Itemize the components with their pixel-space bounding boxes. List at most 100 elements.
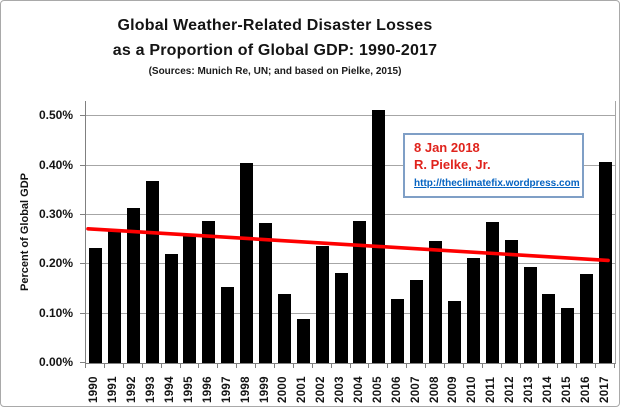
bar-2001 — [296, 319, 310, 363]
y-tick-label-0.40%: 0.40% — [38, 157, 73, 172]
bar-2008 — [429, 240, 442, 363]
bar-1996 — [202, 221, 216, 363]
gridline-0.10% — [86, 312, 615, 314]
y-tick-label-0.20%: 0.20% — [38, 256, 73, 271]
x-tick-label-2006: 2006 — [390, 376, 403, 403]
annotation-link[interactable]: http://theclimatefix.wordpress.com — [414, 178, 580, 189]
chart-title-line2: as a Proportion of Global GDP: 1990-2017 — [112, 42, 438, 59]
bar-2013 — [523, 266, 537, 363]
bar-1997 — [221, 287, 235, 363]
x-tick-mark — [311, 364, 313, 368]
x-tick-mark — [425, 364, 427, 368]
x-tick-mark — [273, 364, 275, 368]
y-tick-mark — [80, 164, 85, 166]
x-tick-label-2003: 2003 — [334, 376, 347, 403]
y-tick-label-0.10%: 0.10% — [38, 305, 73, 320]
bar-2004 — [353, 221, 367, 363]
x-tick-label-2010: 2010 — [466, 376, 479, 403]
bar-2014 — [542, 293, 556, 363]
x-tick-label-2015: 2015 — [560, 376, 573, 403]
bar-2016 — [580, 273, 594, 363]
x-tick-mark — [103, 364, 105, 368]
x-tick-label-1991: 1991 — [107, 376, 120, 403]
bar-1998 — [240, 162, 254, 363]
gridline-0.50% — [86, 115, 615, 117]
x-tick-mark — [236, 364, 238, 368]
x-tick-mark — [160, 364, 162, 368]
gridline-0.20% — [86, 263, 615, 265]
bar-2012 — [504, 239, 518, 363]
x-tick-mark — [255, 364, 256, 368]
x-tick-label-1997: 1997 — [220, 376, 233, 403]
y-tick-mark — [80, 263, 85, 265]
y-tick-label-0.30%: 0.30% — [38, 206, 73, 221]
x-tick-mark — [179, 364, 181, 368]
x-tick-mark — [85, 364, 86, 368]
bar-2009 — [447, 301, 461, 363]
x-tick-label-1992: 1992 — [126, 376, 139, 403]
x-tick-label-1996: 1996 — [201, 376, 214, 403]
x-tick-mark — [519, 364, 521, 368]
trend-line — [86, 227, 610, 263]
x-tick-mark — [595, 364, 597, 368]
annotation-date: 8 Jan 2018 — [414, 140, 480, 155]
bar-2002 — [315, 246, 329, 363]
x-tick-mark — [368, 364, 370, 368]
bar-2006 — [391, 299, 405, 363]
bar-2000 — [277, 293, 291, 363]
x-tick-label-2001: 2001 — [296, 376, 309, 403]
y-tick-mark — [80, 115, 85, 117]
bar-1993 — [145, 181, 159, 363]
annotation-box: 8 Jan 2018 R. Pielke, Jr. http://theclim… — [403, 133, 584, 198]
y-axis-title: Percent of Global GDP — [19, 173, 31, 291]
x-tick-label-2000: 2000 — [277, 376, 290, 403]
x-tick-mark — [538, 364, 540, 368]
x-tick-mark — [481, 364, 483, 368]
x-tick-mark — [330, 364, 332, 368]
x-tick-label-2008: 2008 — [428, 376, 441, 403]
x-tick-mark — [141, 364, 143, 368]
y-tick-mark — [80, 362, 85, 363]
x-tick-label-2013: 2013 — [523, 376, 535, 403]
y-tick-label-0.00%: 0.00% — [38, 355, 73, 369]
bar-2011 — [485, 221, 499, 363]
annotation-author: R. Pielke, Jr. — [414, 157, 491, 172]
x-tick-mark — [292, 364, 294, 368]
x-tick-label-1993: 1993 — [145, 376, 158, 403]
x-tick-mark — [122, 364, 124, 368]
bar-1995 — [183, 235, 197, 363]
x-tick-mark — [444, 364, 445, 368]
bar-1991 — [107, 230, 121, 363]
x-tick-label-2016: 2016 — [579, 376, 592, 403]
x-tick-label-2012: 2012 — [504, 376, 517, 403]
chart-header: Global Weather-Related Disaster Losses a… — [1, 13, 549, 77]
x-tick-mark — [500, 364, 502, 368]
x-tick-mark — [387, 364, 389, 368]
bar-1992 — [126, 207, 140, 363]
bar-2007 — [410, 279, 424, 363]
gridline-0.40% — [86, 164, 615, 166]
x-tick-label-2002: 2002 — [315, 376, 328, 403]
x-tick-mark — [217, 364, 219, 368]
bar-2005 — [372, 109, 386, 363]
bar-2010 — [466, 258, 480, 363]
x-tick-mark — [557, 364, 559, 368]
x-tick-mark — [349, 364, 351, 368]
x-tick-label-2009: 2009 — [447, 376, 460, 403]
x-tick-label-2005: 2005 — [371, 376, 384, 403]
x-tick-mark — [576, 364, 578, 368]
x-tick-label-2011: 2011 — [485, 376, 498, 403]
bar-1994 — [164, 254, 178, 363]
x-tick-label-2004: 2004 — [352, 376, 365, 403]
x-tick-label-1998: 1998 — [239, 376, 252, 403]
y-tick-label-0.50%: 0.50% — [38, 108, 73, 123]
x-tick-label-2014: 2014 — [541, 376, 554, 403]
plot-area — [85, 101, 616, 364]
chart-title-line1: Global Weather-Related Disaster Losses — [117, 17, 433, 34]
x-tick-label-1994: 1994 — [164, 376, 176, 403]
bar-2017 — [599, 161, 613, 363]
x-tick-label-2007: 2007 — [409, 376, 422, 403]
x-tick-mark — [198, 364, 200, 368]
x-tick-mark — [406, 364, 408, 368]
